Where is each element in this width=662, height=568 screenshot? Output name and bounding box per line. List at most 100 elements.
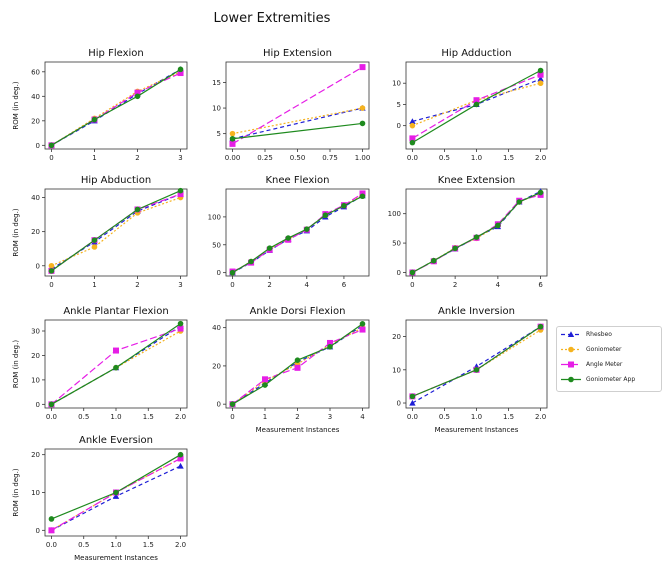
subplot: Knee Flexion 0 2 4 6 0 50 100	[208, 175, 370, 289]
data-point	[177, 187, 184, 194]
axes-frame	[44, 188, 188, 277]
y-tick-label: 0	[217, 401, 221, 409]
x-tick-label: 2	[135, 281, 139, 289]
x-tick-label: 1	[92, 281, 96, 289]
x-tick-label: 0.0	[46, 413, 57, 421]
subplot: Hip Adduction 0.0 0.5 1.0 1.5 2.0 0 5 10	[392, 48, 548, 162]
subplot-title: Knee Flexion	[265, 175, 329, 186]
x-tick-label: 1.00	[355, 154, 371, 162]
data-point	[177, 462, 184, 469]
x-tick-label: 1	[92, 154, 96, 162]
legend-swatch	[561, 331, 581, 338]
data-point	[248, 258, 254, 265]
axes-frame	[44, 61, 188, 150]
data-point	[229, 269, 236, 276]
x-axis-label: Measurement Instances	[435, 426, 519, 434]
legend-marker	[568, 346, 574, 353]
subplot: Knee Extension 0 2 4 6 0 50 100	[388, 175, 548, 289]
data-point	[177, 66, 184, 73]
x-tick-label: 0	[49, 281, 53, 289]
x-tick-label: 0.5	[439, 154, 450, 162]
data-point	[537, 189, 544, 196]
y-tick-label: 10	[392, 80, 401, 88]
subplot: Ankle Plantar Flexion 0.0 0.5 1.0 1.5 2.0 0 10 2…	[12, 306, 188, 421]
data-point	[91, 244, 98, 250]
data-point	[359, 64, 366, 71]
x-tick-label: 1.0	[471, 413, 482, 421]
data-point	[113, 347, 119, 354]
subplot: Hip Flexion 0 1 2 3 0 20 40 60 ROM (in deg.)	[12, 48, 188, 162]
x-tick-label: 0.0	[407, 413, 418, 421]
x-tick-label: 0.0	[46, 541, 57, 549]
legend-swatch	[561, 376, 581, 383]
x-tick-label: 0.50	[290, 154, 306, 162]
y-tick-label: 20	[392, 333, 401, 341]
data-point	[359, 326, 366, 333]
y-tick-label: 0	[36, 401, 40, 409]
y-tick-label: 60	[31, 68, 40, 76]
x-tick-label: 1.5	[143, 541, 154, 549]
y-tick-label: 10	[31, 489, 40, 497]
y-axis-label: ROM (in deg.)	[12, 468, 20, 516]
series-line	[412, 326, 541, 397]
data-point	[409, 399, 416, 406]
data-point	[537, 67, 544, 74]
y-tick-label: 0	[36, 262, 40, 270]
y-tick-label: 0	[397, 122, 401, 130]
data-point	[48, 516, 55, 522]
x-tick-label: 1.0	[110, 413, 121, 421]
x-tick-label: 2.0	[535, 154, 546, 162]
y-tick-label: 20	[31, 117, 40, 125]
x-tick-label: 0.00	[225, 154, 241, 162]
y-axis-label: ROM (in deg.)	[12, 208, 20, 256]
data-point	[516, 199, 523, 205]
data-point	[285, 235, 292, 241]
y-tick-label: 0	[217, 269, 221, 277]
figure-title: Lower Extremities	[214, 11, 331, 26]
subplot-title: Ankle Plantar Flexion	[63, 306, 168, 317]
x-tick-label: 2.0	[175, 541, 186, 549]
data-point	[91, 116, 98, 123]
data-point	[341, 202, 347, 209]
data-point	[48, 527, 55, 534]
legend-entry-angle-meter: Angle Meter	[557, 357, 661, 372]
series-line	[232, 107, 363, 135]
x-tick-label: 1.5	[503, 413, 514, 421]
x-tick-label: 6	[538, 281, 543, 289]
x-tick-label: 0.0	[407, 154, 418, 162]
subplot-title: Hip Extension	[263, 48, 332, 59]
subplot: Hip Abduction 0 1 2 3 0 20 40 ROM (in deg.)	[12, 175, 188, 289]
x-tick-label: 2	[267, 281, 271, 289]
series-line	[412, 326, 541, 397]
x-tick-label: 0	[410, 281, 414, 289]
data-point	[409, 139, 416, 146]
data-point	[134, 93, 141, 100]
subplot-title: Ankle Inversion	[438, 306, 515, 317]
series-line	[232, 195, 363, 274]
x-axis-label: Measurement Instances	[256, 426, 340, 434]
data-point	[359, 105, 366, 111]
series-line	[51, 193, 181, 272]
data-point	[359, 321, 366, 327]
legend-entry-rhesbeo: Rhesbeo	[557, 327, 661, 342]
subplot-title: Hip Flexion	[88, 48, 143, 59]
y-tick-label: 40	[31, 194, 40, 202]
x-tick-label: 2	[295, 413, 299, 421]
legend-label: Goniometer	[586, 346, 622, 353]
data-point	[294, 357, 301, 363]
data-point	[294, 364, 301, 371]
x-tick-label: 2.0	[535, 413, 546, 421]
data-point	[322, 212, 329, 219]
y-tick-label: 5	[397, 101, 401, 109]
series-line	[51, 196, 181, 267]
data-point	[359, 120, 366, 127]
x-tick-label: 4	[360, 413, 365, 421]
legend-entry-goniometer: Goniometer	[557, 342, 661, 357]
x-tick-label: 3	[178, 281, 182, 289]
y-tick-label: 20	[31, 451, 40, 459]
y-tick-label: 20	[31, 352, 40, 360]
data-point	[327, 343, 333, 350]
subplot-title: Hip Adduction	[441, 48, 511, 59]
y-tick-label: 50	[212, 241, 221, 249]
